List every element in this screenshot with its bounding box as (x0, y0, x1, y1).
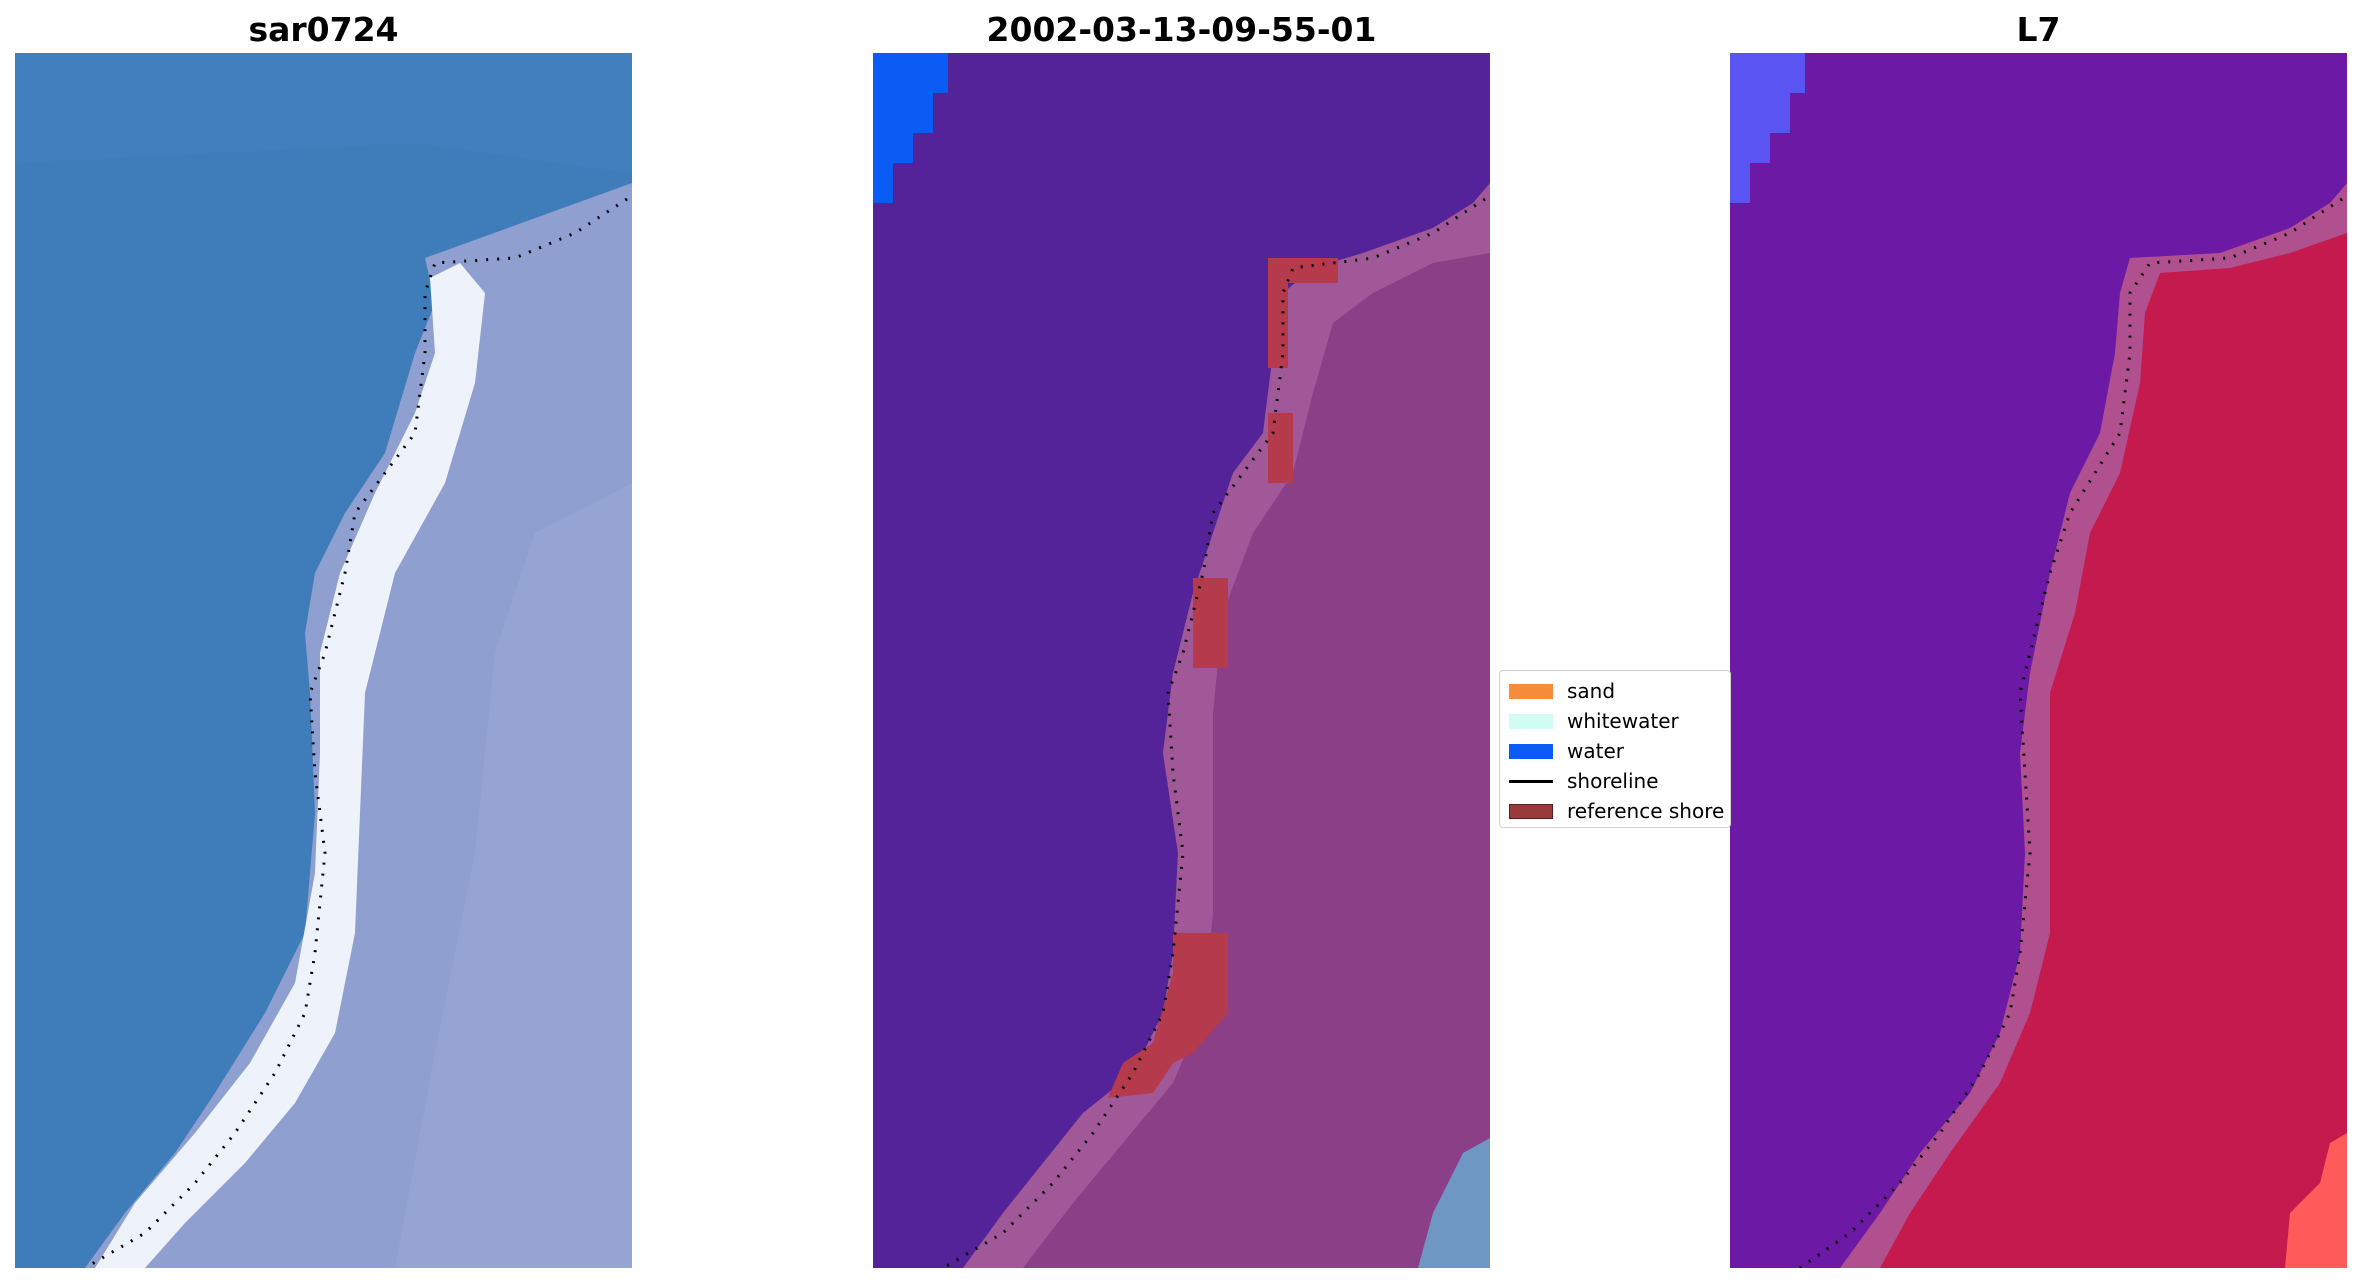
class-shoreline-dots (942, 197, 1486, 1268)
index-blue-corner (1730, 53, 1805, 203)
class-reference-segment-2 (1268, 258, 1338, 283)
panel-title-index: L7 (2016, 10, 2061, 49)
legend-swatch-reference-shore (1509, 804, 1553, 819)
class-reference-segment-5 (1108, 933, 1228, 1098)
legend-line-shoreline (1509, 780, 1553, 783)
legend-swatch-water (1509, 744, 1553, 759)
legend-label-shoreline: shoreline (1567, 769, 1659, 793)
classified-image (873, 53, 1490, 1268)
legend-label-reference-shore: reference shore (1567, 799, 1725, 823)
classified-image-panel (873, 53, 1490, 1268)
legend-label-sand: sand (1567, 679, 1616, 703)
legend-label-whitewater: whitewater (1567, 709, 1679, 733)
class-water-patch (873, 53, 948, 203)
panel-title-rgb: sar0724 (248, 10, 399, 49)
legend-item-water: water (1500, 736, 1730, 766)
index-land-area (1880, 233, 2347, 1268)
legend-item-shoreline: shoreline (1500, 766, 1730, 796)
class-corner-blue (1418, 1138, 1490, 1268)
index-bright-corner (2285, 1133, 2347, 1268)
legend: sand whitewater water shoreline referenc… (1499, 670, 1731, 828)
class-reference-segment-3 (1268, 413, 1293, 483)
legend-item-sand: sand (1500, 676, 1730, 706)
rgb-beach-strip (95, 263, 485, 1268)
index-image-panel (1730, 53, 2347, 1268)
class-reference-segment-4 (1193, 578, 1228, 668)
legend-label-water: water (1567, 739, 1624, 763)
legend-swatch-whitewater (1509, 714, 1553, 729)
rgb-image (15, 53, 632, 1268)
panel-title-classified: 2002-03-13-09-55-01 (986, 10, 1377, 49)
legend-item-whitewater: whitewater (1500, 706, 1730, 736)
rgb-image-panel (15, 53, 632, 1268)
index-image (1730, 53, 2347, 1268)
rgb-sky-reflection (15, 53, 632, 173)
class-land-area (963, 183, 1490, 1268)
rgb-inland-patch (395, 483, 632, 1268)
legend-swatch-sand (1509, 684, 1553, 699)
legend-item-reference-shore: reference shore (1500, 796, 1730, 826)
